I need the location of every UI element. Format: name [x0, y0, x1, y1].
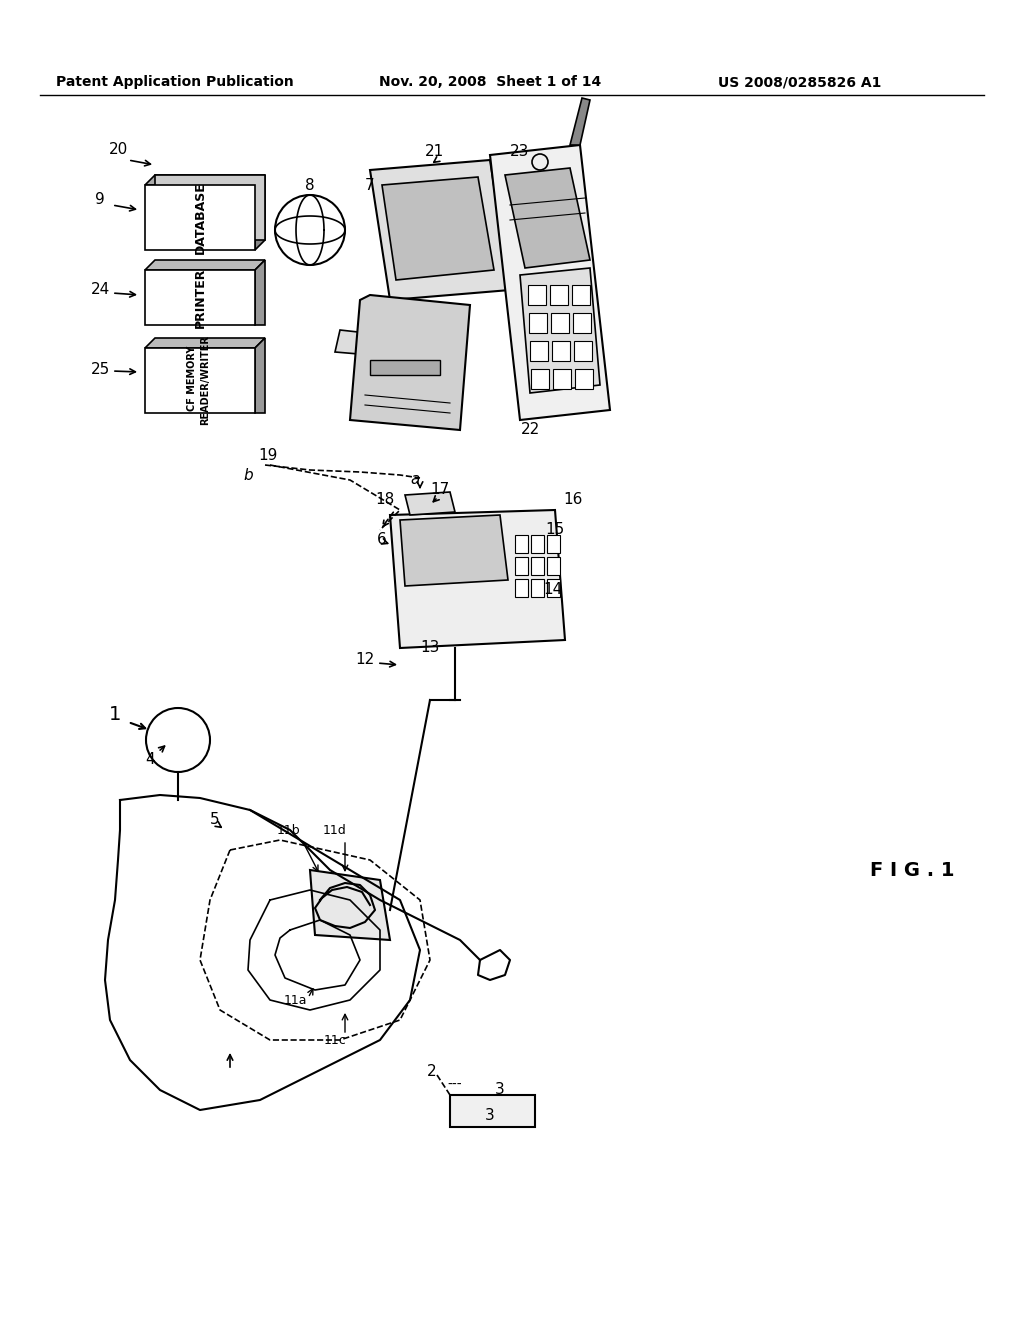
Text: 11a: 11a [284, 994, 307, 1006]
Polygon shape [255, 176, 265, 249]
Bar [547, 557, 560, 576]
Text: 2: 2 [427, 1064, 437, 1080]
Bar [145, 271, 255, 325]
Bar [370, 360, 440, 375]
Text: READER/WRITER: READER/WRITER [200, 335, 210, 425]
Text: 25: 25 [90, 363, 110, 378]
Bar [531, 535, 544, 553]
Polygon shape [310, 870, 390, 940]
Text: US 2008/0285826 A1: US 2008/0285826 A1 [718, 75, 882, 88]
Polygon shape [390, 510, 565, 648]
Bar [547, 535, 560, 553]
Text: 1: 1 [109, 705, 121, 725]
Text: 14: 14 [544, 582, 562, 598]
Bar [572, 285, 590, 305]
Text: 24: 24 [90, 282, 110, 297]
Bar [145, 348, 255, 413]
Polygon shape [490, 145, 610, 420]
Polygon shape [145, 260, 265, 271]
Text: F I G . 1: F I G . 1 [870, 861, 954, 879]
Text: 21: 21 [425, 144, 444, 160]
Bar [552, 341, 570, 360]
Text: 15: 15 [546, 523, 564, 537]
Text: 23: 23 [510, 144, 529, 160]
Text: 9: 9 [95, 193, 104, 207]
Polygon shape [255, 338, 265, 413]
Text: 3: 3 [485, 1107, 495, 1122]
Text: 3: 3 [496, 1082, 505, 1097]
Text: Nov. 20, 2008  Sheet 1 of 14: Nov. 20, 2008 Sheet 1 of 14 [379, 75, 601, 88]
Bar [573, 313, 591, 333]
Polygon shape [400, 515, 508, 586]
Text: 11b: 11b [276, 824, 300, 837]
Polygon shape [382, 177, 494, 280]
Bar [528, 285, 546, 305]
Bar [575, 370, 593, 389]
Polygon shape [370, 160, 510, 300]
Bar [530, 341, 548, 360]
Polygon shape [335, 330, 430, 360]
Text: 4: 4 [145, 752, 155, 767]
Text: PRINTER: PRINTER [194, 268, 207, 329]
Bar [515, 579, 528, 597]
Bar [531, 557, 544, 576]
Bar [531, 370, 549, 389]
Text: a: a [411, 473, 420, 487]
Text: ---: --- [447, 1078, 462, 1092]
Text: 5: 5 [210, 813, 220, 828]
Text: 19: 19 [258, 447, 278, 462]
Bar [547, 579, 560, 597]
Text: Patent Application Publication: Patent Application Publication [56, 75, 294, 88]
Text: 8: 8 [305, 177, 314, 193]
Text: 20: 20 [109, 143, 128, 157]
Text: 17: 17 [430, 483, 450, 498]
Bar [551, 313, 569, 333]
Text: 18: 18 [376, 492, 394, 507]
Polygon shape [380, 300, 430, 330]
Text: 22: 22 [520, 422, 540, 437]
Bar [515, 535, 528, 553]
Text: b: b [243, 467, 253, 483]
Polygon shape [406, 492, 455, 515]
Bar [529, 313, 547, 333]
Bar [145, 185, 255, 249]
Polygon shape [255, 260, 265, 325]
Text: 6: 6 [377, 532, 387, 548]
Text: 7: 7 [366, 177, 375, 193]
Polygon shape [505, 168, 590, 268]
Polygon shape [350, 294, 470, 430]
Text: 12: 12 [355, 652, 375, 668]
Polygon shape [145, 338, 265, 348]
Text: DATABASE: DATABASE [194, 182, 207, 255]
Text: 11d: 11d [324, 824, 347, 837]
Bar [553, 370, 571, 389]
Bar [574, 341, 592, 360]
Bar [155, 176, 265, 240]
Bar [531, 579, 544, 597]
Polygon shape [520, 268, 600, 393]
Text: 13: 13 [420, 640, 439, 656]
Bar [450, 1096, 535, 1127]
Polygon shape [145, 176, 265, 185]
Bar [550, 285, 568, 305]
Text: 16: 16 [563, 492, 583, 507]
Text: 11c: 11c [324, 1034, 346, 1047]
Text: CF MEMORY: CF MEMORY [187, 346, 197, 411]
Bar [515, 557, 528, 576]
Polygon shape [570, 98, 590, 145]
